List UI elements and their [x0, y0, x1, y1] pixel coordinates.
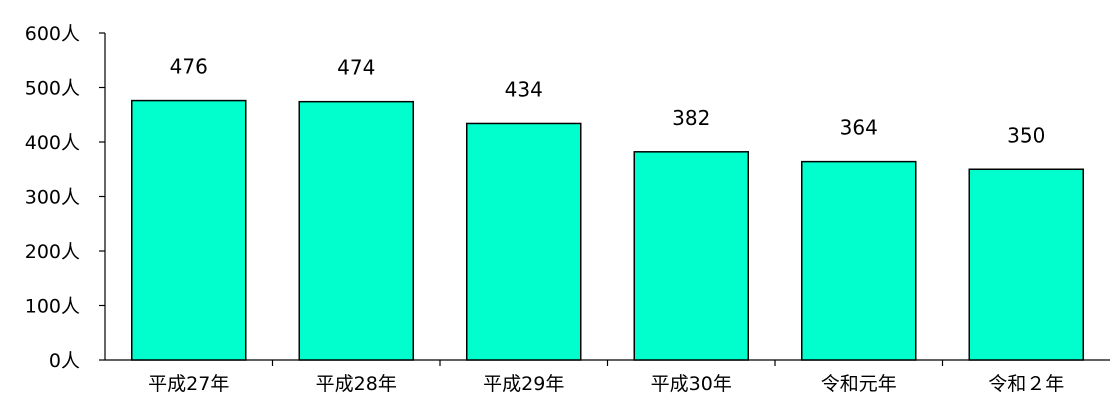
- x-category-label: 平成29年: [483, 373, 564, 395]
- bar-5: [801, 160, 917, 361]
- y-axis: 0人 100人 200人 300人 400人 500人 600人: [25, 23, 106, 372]
- data-label: 474: [337, 56, 375, 80]
- bar-6: [968, 168, 1084, 361]
- bar-4: [633, 151, 749, 361]
- x-category-label: 平成28年: [316, 373, 397, 395]
- x-category-label: 平成27年: [148, 373, 229, 395]
- y-tick-label: 500人: [25, 78, 80, 100]
- data-label: 382: [672, 106, 710, 130]
- bars: [131, 99, 1084, 361]
- x-category-label: 平成30年: [651, 373, 732, 395]
- y-tick-label: 300人: [25, 187, 80, 209]
- data-label: 434: [505, 77, 543, 101]
- data-labels: 476 474 434 382 364 350: [170, 55, 1046, 148]
- y-tick-label: 400人: [25, 132, 80, 154]
- data-label: 350: [1007, 123, 1045, 147]
- y-tick-label: 600人: [25, 23, 80, 45]
- data-label: 364: [840, 116, 878, 140]
- data-label: 476: [170, 55, 208, 79]
- bar-1: [131, 99, 247, 361]
- bar-2: [298, 100, 414, 361]
- x-category-label: 令和２年: [988, 373, 1064, 395]
- x-category-label: 令和元年: [821, 373, 897, 395]
- x-axis: 平成27年 平成28年 平成29年 平成30年 令和元年 令和２年: [105, 359, 1110, 395]
- y-tick-label: 200人: [25, 241, 80, 263]
- y-tick-label: 0人: [49, 350, 80, 372]
- bar-3: [466, 122, 582, 361]
- y-tick-label: 100人: [25, 296, 80, 318]
